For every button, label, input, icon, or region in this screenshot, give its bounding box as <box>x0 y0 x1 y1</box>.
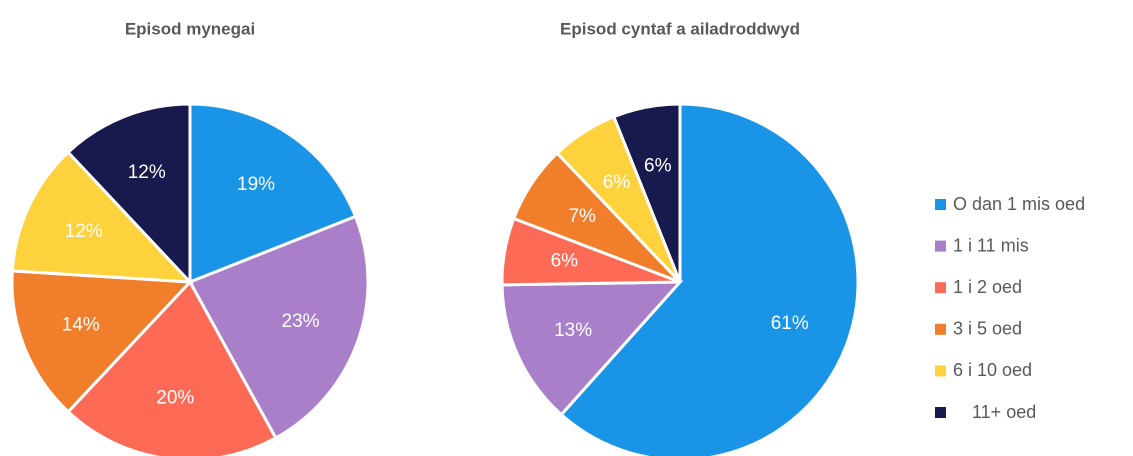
pie-slice <box>188 102 358 285</box>
legend-label: 1 i 2 oed <box>953 277 1022 297</box>
legend-swatch <box>935 240 946 252</box>
legend-swatch <box>935 323 946 335</box>
legend-swatch <box>935 365 946 377</box>
data-label: 19% <box>237 174 275 195</box>
data-label: 12% <box>65 221 103 242</box>
pie-slice <box>66 279 278 456</box>
legend-label: O dan 1 mis oed <box>953 194 1085 214</box>
data-label: 13% <box>554 320 592 341</box>
data-label: 7% <box>568 206 596 227</box>
chart-title: Episod cyntaf a ailadroddwyd <box>560 19 800 38</box>
legend-label: 11+ oed <box>972 402 1036 422</box>
data-label: 6% <box>644 156 672 177</box>
data-label: 12% <box>128 162 166 183</box>
legend-label: 6 i 10 oed <box>953 360 1032 380</box>
data-label: 14% <box>62 314 100 335</box>
legend-swatch <box>935 407 946 418</box>
pie-slice <box>500 280 684 417</box>
legend-swatch <box>935 282 946 294</box>
data-label: 20% <box>156 388 194 409</box>
pie-slice <box>66 102 192 286</box>
pie-slice <box>611 102 682 283</box>
data-label: 23% <box>282 311 320 332</box>
pie-slice <box>187 214 370 441</box>
data-label: 6% <box>551 251 579 272</box>
legend-swatch <box>935 199 946 210</box>
data-label: 6% <box>603 172 631 193</box>
legend-label: 1 i 11 mis <box>953 235 1029 255</box>
pie-slice <box>559 102 860 456</box>
chart-title: Episod mynegai <box>125 19 255 38</box>
data-label: 61% <box>771 313 809 334</box>
pie-slice <box>10 269 194 414</box>
legend-label: 3 i 5 oed <box>953 319 1022 339</box>
pie-slice <box>10 150 194 284</box>
